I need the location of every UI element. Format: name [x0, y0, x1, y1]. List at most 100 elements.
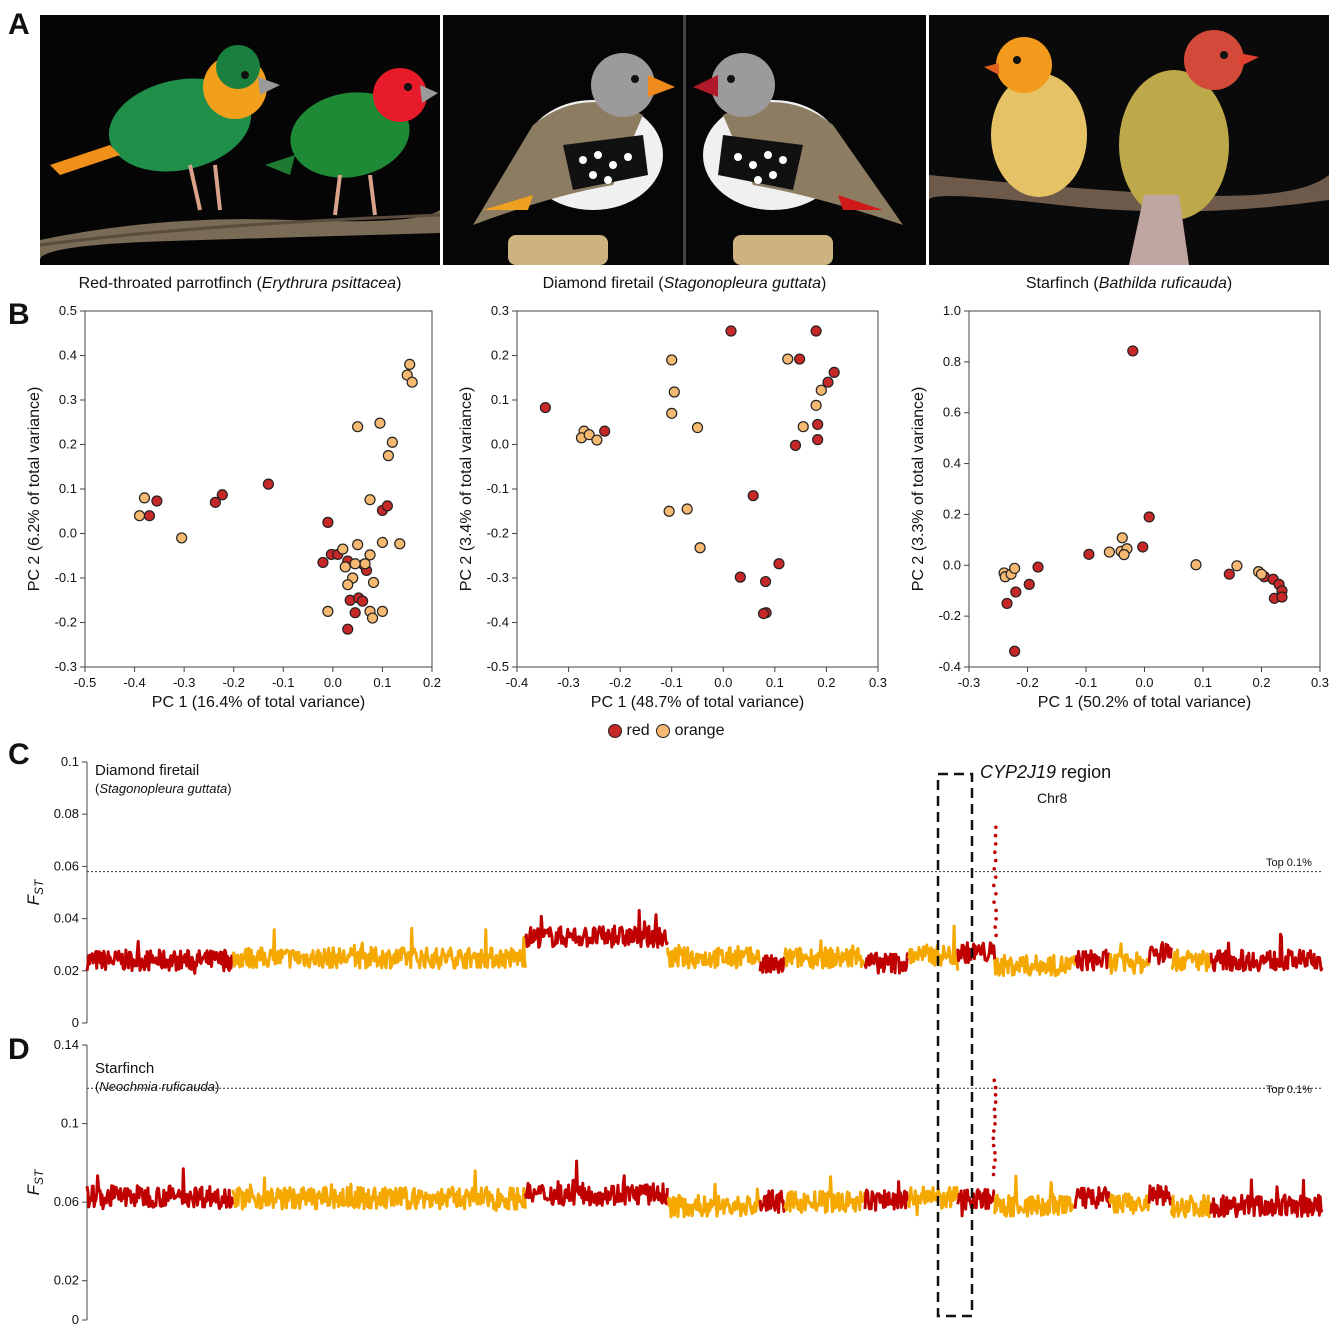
data-point-red: [747, 490, 759, 502]
data-point-red: [794, 353, 806, 365]
fst-segment-red: [758, 954, 787, 974]
pca-plot-frame: [516, 310, 879, 668]
caption-starfinch: Starfinch (Bathilda ruficauda): [1025, 275, 1233, 292]
data-point-orange: [681, 503, 693, 515]
x-tick-label: -0.2: [1016, 675, 1038, 690]
cyp-region-suffix: region: [1056, 762, 1112, 782]
caption-firetail-common: Diamond firetail: [542, 275, 654, 292]
y-tick-label: 0.1: [61, 1116, 79, 1131]
data-point-orange: [342, 579, 354, 591]
x-tick-label: 0.2: [1252, 675, 1270, 690]
x-tick-label: -0.1: [272, 675, 294, 690]
data-point-red: [812, 434, 824, 446]
x-tick-label: -0.3: [958, 675, 980, 690]
data-point-orange: [1190, 559, 1202, 571]
fst-peak-point: [994, 908, 998, 913]
y-tick-label: 0.8: [943, 354, 961, 369]
fst-segment-orange: [1170, 948, 1212, 973]
fst-peak-point: [994, 933, 998, 938]
fst-peak-point: [993, 1122, 997, 1126]
data-point-red: [1276, 591, 1288, 603]
data-point-red: [1083, 548, 1095, 560]
data-point-red: [357, 595, 369, 607]
data-point-orange: [376, 536, 389, 549]
track-c-species: Diamond firetail: [95, 762, 200, 779]
data-point-red: [734, 571, 746, 583]
fst-peak-point: [991, 1136, 996, 1141]
y-tick-label: 0.4: [59, 348, 77, 363]
data-point-orange: [691, 421, 704, 434]
fst-peak-point: [993, 1114, 997, 1119]
x-tick-label: -0.5: [74, 675, 96, 690]
y-tick-label: -0.2: [487, 526, 509, 541]
data-point-orange: [394, 538, 406, 550]
y-tick-label: -0.3: [55, 659, 77, 674]
y-tick-label: -0.5: [487, 659, 509, 674]
fst-peak-point: [992, 867, 997, 871]
data-point-red: [1010, 586, 1022, 598]
y-tick-label: 0.0: [491, 437, 509, 452]
fst-peak-point: [994, 916, 998, 921]
x-tick-label: 0.1: [1194, 675, 1212, 690]
y-axis-label: FST: [24, 1168, 46, 1195]
y-tick-label: -0.3: [487, 570, 509, 585]
data-point-orange: [591, 434, 603, 446]
data-point-red: [1223, 568, 1235, 580]
pca-legend: red orange: [0, 722, 1332, 740]
legend-orange-dot: [655, 724, 670, 738]
track-c-latin: (Stagonopleura guttata): [95, 781, 232, 796]
y-tick-label: 0.2: [59, 437, 77, 452]
data-point-orange: [1009, 562, 1021, 574]
fst-segment-red: [758, 1189, 787, 1214]
fst-track-d: 0 0.02 0.06 0.1 0.14 FST: [24, 1037, 1324, 1326]
fst-peak-point: [993, 842, 998, 846]
pca-plot-3: -0.3 -0.2 -0.1 0.0 0.1 0.2 0.3 -0.4 -0.2 0.0 0.2 0.…: [910, 303, 1329, 711]
fst-segment-red: [85, 939, 235, 975]
data-point-red: [759, 575, 772, 588]
y-tick-label: 0.0: [59, 526, 77, 541]
data-point-orange: [1116, 532, 1128, 544]
caption-parrotfinch-latin: Erythrura psittacea: [261, 275, 397, 292]
caption-firetail-latin: Stagonopleura guttata: [663, 275, 822, 292]
data-point-orange: [810, 399, 822, 411]
data-point-red: [322, 516, 334, 528]
fst-peak-point: [992, 1107, 997, 1112]
data-point-red: [812, 418, 824, 431]
track-d-species: Starfinch: [95, 1060, 155, 1077]
data-point-red: [1032, 561, 1044, 573]
y-tick-label: 0.4: [943, 456, 961, 471]
data-point-red: [822, 376, 834, 388]
data-point-orange: [367, 576, 380, 589]
caption-starfinch-latin: Bathilda ruficauda: [1098, 275, 1227, 292]
fst-peak-point: [993, 1150, 997, 1155]
track-c-top-label: Top 0.1%: [1266, 857, 1312, 869]
fst-segment-orange: [1169, 1194, 1213, 1219]
x-tick-label: 0.2: [423, 675, 441, 690]
y-tick-label: -0.4: [939, 659, 961, 674]
y-axis-label: PC 2 (6.2% of total variance): [26, 387, 43, 592]
track-c-latin-text: Stagonopleura guttata: [99, 781, 228, 796]
fst-segment-orange: [1108, 1192, 1151, 1215]
pca-plot-2: -0.4 -0.3 -0.2 -0.1 0.0 0.1 0.2 0.3-0.5-0.4-0.3…: [458, 303, 887, 711]
data-point-red: [539, 401, 551, 414]
caption-starfinch-common: Starfinch: [1025, 275, 1089, 292]
data-point-red: [1143, 511, 1155, 523]
panel-letter-c: C: [8, 738, 30, 771]
y-tick-label: 0.3: [491, 303, 509, 318]
data-point-orange: [138, 492, 151, 504]
fst-peak-point: [993, 850, 997, 855]
data-point-red: [725, 325, 737, 337]
fst-peak-point: [993, 858, 998, 863]
y-tick-label: 0.5: [59, 303, 77, 318]
data-point-red: [143, 510, 156, 522]
y-tick-label: 0.2: [943, 506, 961, 521]
starfinch-photo: [929, 15, 1329, 265]
data-point-red: [810, 325, 822, 337]
data-point-orange: [1255, 568, 1268, 580]
fst-peak-point: [994, 892, 998, 896]
y-tick-label: 0.06: [54, 858, 79, 873]
data-point-orange: [337, 543, 349, 555]
fst-segment-orange: [993, 953, 1077, 978]
y-tick-label: 0.6: [943, 405, 961, 420]
fst-segment-red: [85, 1167, 235, 1211]
